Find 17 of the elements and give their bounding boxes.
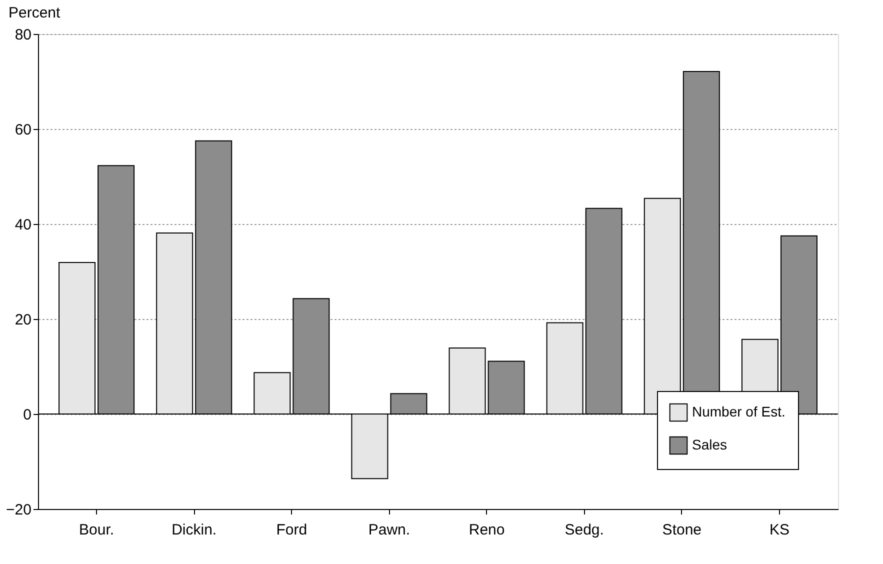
x-tick-label: Ford	[276, 522, 308, 538]
legend-label: Number of Est.	[692, 404, 786, 420]
x-tick-label: Dickin.	[172, 522, 217, 538]
legend-label: Sales	[692, 436, 728, 452]
y-tick-label: 0	[23, 406, 32, 424]
x-tick-label: Sedg.	[564, 522, 604, 538]
y-tick-label: 20	[14, 312, 32, 328]
x-tick-label: Reno	[468, 522, 505, 538]
x-tick-label: Bour.	[79, 522, 114, 538]
x-tick-label: KS	[769, 522, 790, 538]
y-tick-label: −20	[6, 502, 32, 518]
x-tick-label: Pawn.	[368, 522, 410, 538]
y-tick-label: 80	[14, 26, 32, 44]
y-tick-label: 60	[14, 122, 32, 138]
y-tick-label: 40	[14, 216, 32, 234]
x-tick-label: Stone	[662, 522, 702, 538]
y-axis-title: Percent	[8, 4, 62, 22]
